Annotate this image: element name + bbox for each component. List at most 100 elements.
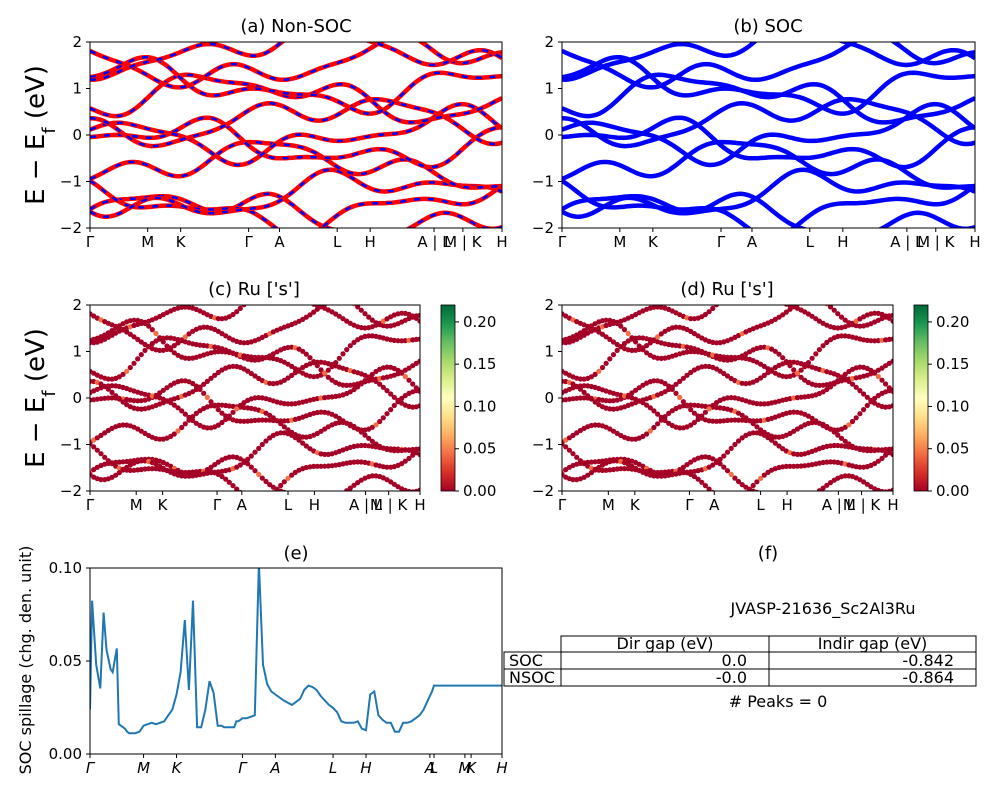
x-tick-label: Γ bbox=[86, 233, 95, 251]
scatter-point bbox=[680, 399, 687, 405]
scatter-point bbox=[688, 407, 694, 413]
scatter-point bbox=[838, 333, 845, 339]
scatter-point bbox=[725, 498, 730, 503]
scatter-point bbox=[772, 348, 778, 354]
x-tick-label: A | L bbox=[349, 496, 383, 514]
scatter-point bbox=[120, 399, 126, 405]
scatter-point bbox=[644, 343, 650, 349]
scatter-point bbox=[296, 493, 301, 498]
scatter-point bbox=[182, 469, 188, 476]
scatter-point bbox=[329, 297, 334, 302]
scatter-point bbox=[684, 403, 690, 409]
scatter-point bbox=[603, 398, 609, 404]
scatter-point bbox=[340, 418, 346, 424]
scatter-point bbox=[787, 306, 793, 312]
scatter-point bbox=[131, 317, 137, 323]
scatter-point bbox=[406, 488, 412, 491]
scatter-point bbox=[292, 366, 298, 372]
band-line bbox=[562, 42, 975, 90]
scatter-point bbox=[691, 473, 698, 480]
band-line-down bbox=[90, 168, 502, 218]
scatter-point bbox=[219, 419, 225, 426]
scatter-point bbox=[351, 339, 357, 345]
scatter-point bbox=[890, 403, 893, 409]
scatter-point bbox=[798, 367, 804, 373]
scatter-point bbox=[138, 352, 144, 358]
scatter-point bbox=[806, 494, 811, 499]
scatter-point bbox=[171, 343, 177, 349]
scatter-point bbox=[835, 432, 841, 438]
scatter-point bbox=[179, 378, 185, 384]
scatter-point bbox=[116, 396, 122, 402]
scatter-point bbox=[886, 315, 892, 321]
scatter-point bbox=[677, 394, 683, 400]
scatter-point bbox=[724, 417, 731, 423]
scatter-point bbox=[179, 408, 185, 414]
x-tick-label: H bbox=[309, 496, 320, 514]
y-tick-label: 2 bbox=[544, 33, 554, 51]
scatter-point bbox=[417, 388, 420, 394]
scatter-point bbox=[263, 496, 268, 501]
scatter-point bbox=[160, 339, 166, 345]
scatter-point bbox=[120, 422, 126, 428]
scatter-point bbox=[706, 406, 712, 412]
scatter-point bbox=[234, 406, 240, 412]
scatter-point bbox=[684, 372, 690, 378]
scatter-point bbox=[717, 368, 723, 374]
scatter-points bbox=[90, 295, 420, 501]
scatter-point bbox=[621, 340, 628, 347]
scatter-point bbox=[146, 323, 152, 329]
scatter-point bbox=[337, 295, 342, 300]
scatter-point bbox=[835, 311, 841, 317]
scatter-point bbox=[116, 374, 122, 380]
scatter-point bbox=[124, 368, 130, 374]
scatter-point bbox=[868, 397, 874, 403]
scatter-point bbox=[802, 297, 807, 302]
scatter-point bbox=[710, 418, 716, 424]
scatter-point bbox=[248, 370, 254, 377]
scatter-point bbox=[226, 454, 232, 460]
scatter-point bbox=[208, 375, 214, 381]
scatter-point bbox=[230, 409, 236, 415]
panel-f-material-id: JVASP-21636_Sc2Al3Ru bbox=[730, 599, 916, 619]
scatter-point bbox=[791, 463, 797, 469]
scatter-point bbox=[333, 360, 339, 366]
scatter-point bbox=[285, 475, 291, 481]
scatter-point bbox=[337, 493, 342, 498]
scatter-point bbox=[574, 454, 580, 460]
scatter-point bbox=[307, 312, 313, 318]
x-tick-label: Γ bbox=[244, 233, 253, 251]
x-tick-label: H bbox=[360, 759, 371, 777]
scatter-point bbox=[311, 309, 317, 315]
scatter-point bbox=[827, 480, 834, 486]
band-line bbox=[562, 178, 975, 228]
scatter-point bbox=[721, 370, 727, 377]
scatter-point bbox=[577, 395, 584, 401]
scatter-point bbox=[219, 473, 225, 480]
scatter-point bbox=[340, 296, 345, 301]
band-line-down bbox=[90, 42, 502, 89]
scatter-point bbox=[651, 424, 657, 431]
scatter-point bbox=[647, 340, 653, 346]
x-tick-label: L bbox=[756, 496, 765, 514]
scatter-point bbox=[640, 433, 646, 439]
scatter-point bbox=[772, 434, 778, 440]
scatter-point bbox=[585, 393, 591, 399]
scatter-point bbox=[347, 485, 353, 491]
scatter-point bbox=[230, 311, 236, 318]
panel-f-peaks: # Peaks = 0 bbox=[729, 692, 828, 711]
scatter-point bbox=[890, 358, 893, 364]
scatter-point bbox=[281, 377, 287, 383]
scatter-point bbox=[417, 487, 420, 491]
scatter-point bbox=[857, 411, 863, 417]
scatter-point bbox=[743, 417, 749, 424]
scatter-point bbox=[175, 405, 181, 411]
scatter-point bbox=[109, 383, 115, 389]
scatter-point bbox=[362, 442, 368, 449]
scatter-point bbox=[333, 494, 338, 499]
x-tick-label: K bbox=[466, 759, 477, 777]
scatter-point bbox=[710, 402, 716, 409]
scatter-point bbox=[230, 483, 236, 489]
